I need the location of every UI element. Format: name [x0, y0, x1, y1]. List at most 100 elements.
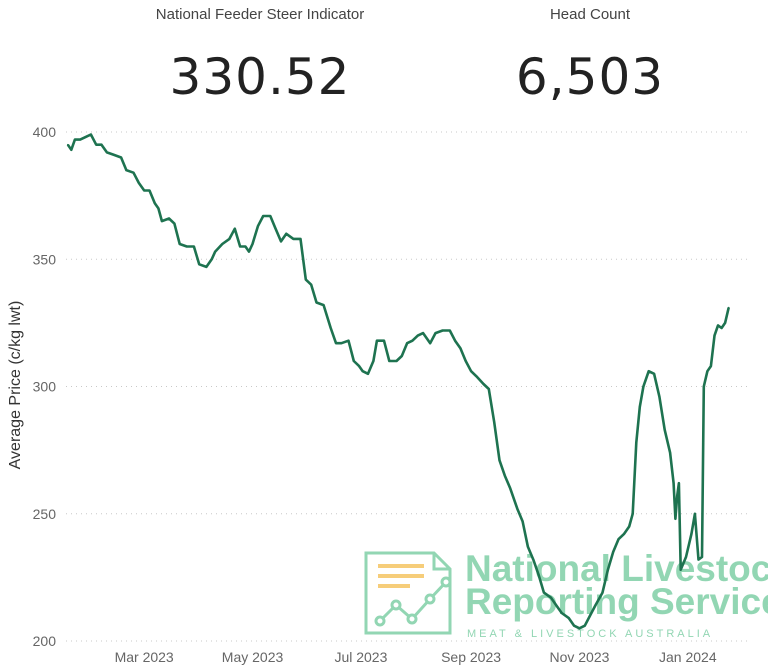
data-point	[663, 429, 666, 431]
data-point	[727, 306, 730, 309]
data-point	[560, 612, 563, 614]
data-point	[395, 360, 398, 362]
chart-document-icon	[364, 551, 452, 635]
data-point	[720, 327, 723, 329]
data-point	[674, 518, 677, 520]
data-point	[305, 278, 307, 281]
data-point	[376, 339, 378, 342]
data-point	[555, 604, 558, 607]
data-point	[193, 245, 195, 248]
data-point	[607, 568, 609, 571]
data-point	[285, 233, 288, 235]
data-point	[706, 370, 709, 373]
watermark-line1: National Livestock	[465, 548, 768, 589]
data-point	[694, 513, 696, 515]
data-point	[138, 182, 140, 184]
data-point	[594, 604, 597, 607]
x-tick-label: Jul 2023	[334, 649, 387, 665]
data-point	[701, 556, 703, 558]
data-point	[454, 339, 456, 342]
data-point	[372, 360, 375, 362]
data-point	[710, 365, 712, 367]
watermark-line3: MEAT & LIVESTOCK AUSTRALIA	[467, 628, 713, 640]
data-point	[74, 138, 76, 141]
data-point	[310, 283, 313, 286]
data-point	[601, 591, 604, 594]
data-point	[106, 151, 108, 154]
indicator-value: 330.52	[169, 48, 351, 106]
data-point	[299, 238, 302, 240]
data-point	[205, 266, 208, 268]
data-point	[482, 383, 485, 385]
data-point	[132, 171, 135, 174]
data-point	[617, 538, 620, 540]
data-point	[292, 238, 295, 240]
data-point	[647, 370, 650, 373]
data-point	[257, 225, 259, 227]
data-point	[422, 332, 424, 334]
data-point	[521, 520, 524, 523]
data-point	[335, 342, 337, 345]
watermark-line2: Reporting Service	[465, 581, 768, 622]
data-point	[417, 334, 419, 337]
data-point	[125, 169, 128, 171]
data-point	[658, 395, 661, 398]
data-point	[262, 215, 265, 217]
data-point	[90, 133, 92, 136]
data-point	[347, 339, 350, 342]
data-point	[612, 551, 614, 553]
data-point	[475, 375, 478, 378]
data-point	[527, 546, 529, 548]
data-point	[67, 143, 69, 146]
y-tick-label: 400	[33, 124, 57, 140]
data-point	[401, 355, 403, 357]
data-point	[550, 596, 552, 599]
data-point	[470, 370, 472, 373]
data-point	[584, 624, 586, 627]
data-point	[724, 322, 726, 324]
data-point	[70, 149, 73, 151]
data-point	[79, 138, 81, 141]
data-point	[411, 339, 414, 342]
data-point	[228, 238, 231, 240]
data-point	[173, 222, 176, 225]
data-point	[639, 406, 641, 408]
data-point	[406, 342, 408, 345]
data-point	[493, 421, 496, 423]
data-point	[429, 342, 432, 345]
x-tick-label: Sep 2023	[441, 649, 501, 665]
data-point	[383, 339, 385, 342]
y-tick-label: 200	[33, 633, 57, 649]
data-point	[186, 245, 188, 248]
data-point	[449, 329, 451, 332]
x-tick-labels: Mar 2023 May 2023 Jul 2023 Sep 2023 Nov 2023…	[115, 649, 717, 665]
data-point	[353, 360, 355, 362]
data-point	[676, 495, 678, 497]
data-point	[672, 482, 675, 485]
data-point	[244, 245, 247, 248]
data-point	[315, 301, 318, 304]
data-point	[717, 324, 719, 327]
data-point	[703, 385, 705, 388]
data-point	[653, 373, 655, 375]
data-point	[573, 624, 575, 627]
data-point	[198, 263, 200, 266]
data-point	[340, 342, 343, 345]
data-point	[669, 451, 671, 454]
series-points	[67, 133, 730, 630]
data-point	[631, 513, 634, 515]
y-tick-label: 350	[33, 251, 57, 267]
y-axis-label: Average Price (c/kg lwt)	[7, 301, 24, 470]
x-tick-label: Mar 2023	[115, 649, 174, 665]
data-point	[628, 525, 630, 528]
data-point	[690, 533, 693, 535]
head-count-value: 6,503	[515, 48, 665, 106]
data-point	[221, 243, 224, 245]
data-point	[274, 227, 277, 230]
data-point	[329, 327, 332, 329]
data-point	[113, 154, 115, 156]
data-point	[685, 556, 687, 558]
data-point	[532, 558, 535, 561]
data-point	[713, 334, 716, 337]
